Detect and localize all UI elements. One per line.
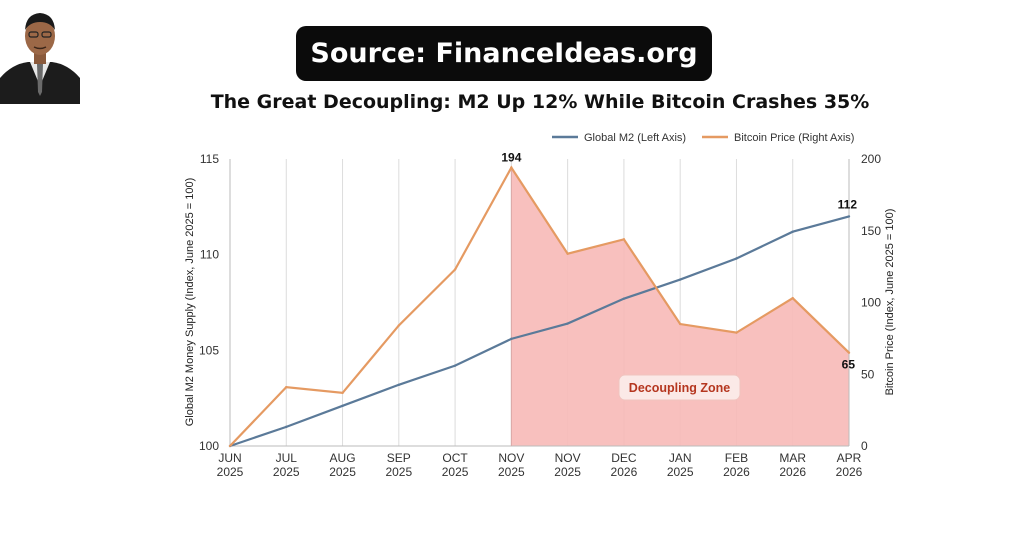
y-right-tick-1: 50 [861,367,875,381]
zone-badge-label: Decoupling Zone [629,381,730,395]
x-tick-month-9: FEB [725,451,748,465]
x-tick-year-10: 2026 [779,465,806,479]
right-axis-label: Bitcoin Price (Index, June 2025 = 100) [884,209,896,396]
decoupling-zone-area [511,167,849,447]
bitcoin-series-line [229,165,850,447]
decoupling-zone-badge: Decoupling Zone [618,374,741,401]
x-tick-month-7: DEC [611,451,637,465]
m2-series-line [229,215,850,448]
x-tick-month-0: JUN [218,451,241,465]
y-left-tick-3: 115 [200,152,219,166]
y-right-tick-3: 150 [861,224,881,238]
x-tick-year-5: 2025 [498,465,525,479]
left-axis-label: Global M2 Money Supply (Index, June 2025… [184,178,196,427]
x-tick-month-1: JUL [276,451,298,465]
zone-badge-box [618,374,741,401]
x-tick-year-8: 2025 [667,465,694,479]
y-left-tick-1: 105 [199,343,219,357]
x-tick-year-11: 2026 [836,465,863,479]
x-tick-year-9: 2026 [723,465,750,479]
source-badge: Source: FinanceIdeas.org [296,26,712,81]
x-tick-month-2: AUG [330,451,356,465]
x-tick-month-4: OCT [442,451,468,465]
x-tick-year-3: 2025 [385,465,412,479]
x-tick-year-6: 2025 [554,465,581,479]
x-tick-year-0: 2025 [217,465,244,479]
x-tick-month-6: NOV [555,451,581,465]
author-photo [0,0,80,104]
btc-peak-label: 194 [501,151,521,165]
x-tick-month-3: SEP [387,451,411,465]
x-tick-year-2: 2025 [329,465,356,479]
y-left-tick-2: 110 [200,248,219,262]
x-tick-year-1: 2025 [273,465,300,479]
chart-ticks: JUN2025JUL2025AUG2025SEP2025OCT2025NOV20… [199,152,881,479]
chart-title: The Great Decoupling: M2 Up 12% While Bi… [210,91,870,113]
author-portrait-icon [0,0,80,104]
m2-end-label: 112 [838,197,858,211]
legend-m2-label: Global M2 (Left Axis) [584,132,686,144]
x-tick-month-8: JAN [669,451,692,465]
x-tick-year-7: 2026 [611,465,638,479]
chart-legend: Global M2 (Left Axis) Bitcoin Price (Rig… [552,132,854,144]
y-right-tick-0: 0 [861,439,868,453]
x-tick-year-4: 2025 [442,465,469,479]
x-tick-month-11: APR [837,451,862,465]
legend-btc-label: Bitcoin Price (Right Axis) [734,132,854,144]
y-left-tick-0: 100 [199,439,219,453]
btc-end-label: 65 [842,358,856,372]
x-tick-month-10: MAR [779,451,806,465]
y-right-tick-4: 200 [861,152,881,166]
y-right-tick-2: 100 [861,296,881,310]
x-tick-month-5: NOV [498,451,524,465]
